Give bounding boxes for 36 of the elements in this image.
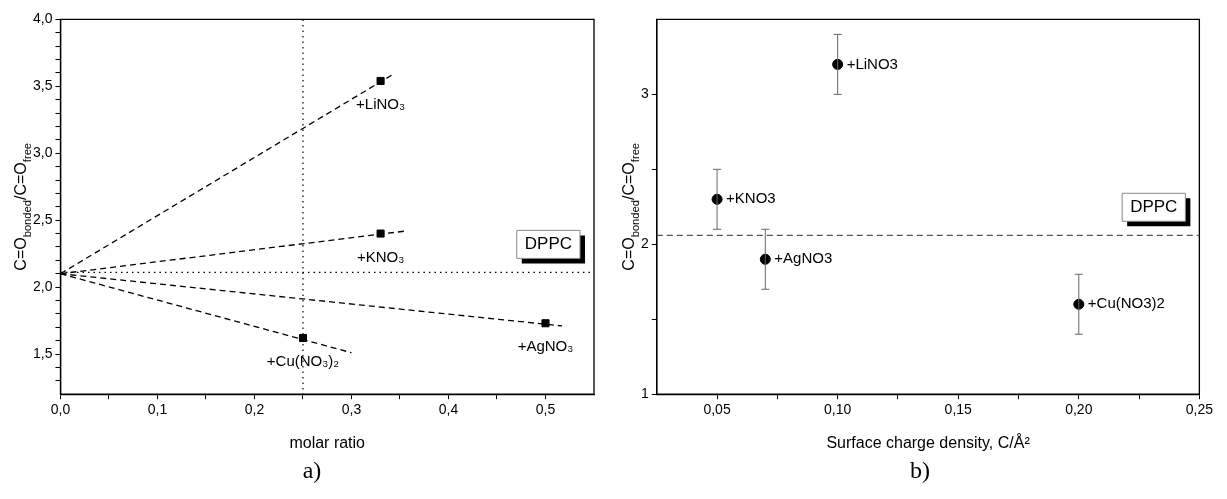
x-axis-title: Surface charge density, C/Å² xyxy=(826,432,1031,451)
y-tick-label: 4,0 xyxy=(32,10,53,27)
x-tick-label: 0,1 xyxy=(147,401,168,418)
x-tick-label: 0,0 xyxy=(50,401,71,418)
text: b) xyxy=(910,456,930,483)
annotation: +KNO₃ xyxy=(356,247,405,265)
annotation: DPPC xyxy=(524,234,572,254)
annotation: +LiNO3 xyxy=(846,54,898,72)
y-tick-label: 3,0 xyxy=(32,144,53,161)
y-tick-label: 1 xyxy=(640,385,649,402)
y-tick-label: 2,0 xyxy=(32,277,53,294)
annotation: +AgNO3 xyxy=(774,249,833,267)
annotation: DPPC xyxy=(1130,196,1178,216)
x-tick-label: 0,2 xyxy=(244,401,265,418)
x-tick-label: 0,4 xyxy=(438,401,459,418)
y-tick-label: 2,5 xyxy=(32,211,53,228)
y-tick-label: 3,5 xyxy=(32,77,53,94)
y-tick-label: 2 xyxy=(640,235,649,252)
annotation: +AgNO₃ xyxy=(517,337,574,355)
y-axis-title: C=Obonded/C=Ofree xyxy=(12,142,33,271)
x-tick-label: 0,3 xyxy=(341,401,362,418)
x-tick-label: 0,15 xyxy=(944,401,973,418)
x-tick-label: 0,20 xyxy=(1065,401,1093,418)
x-tick-label: 0,10 xyxy=(824,401,852,418)
annotation: +KNO3 xyxy=(726,189,776,207)
annotation: +LiNO₃ xyxy=(356,95,406,113)
annotation: +Cu(NO₃)₂ xyxy=(266,352,340,370)
y-tick-label: 3 xyxy=(640,85,649,102)
annotation: +Cu(NO3)2 xyxy=(1087,294,1165,312)
y-axis-title: C=Obonded/C=Ofree xyxy=(620,142,641,271)
x-tick-label: 0,5 xyxy=(535,401,556,418)
x-tick-label: 0,05 xyxy=(703,401,731,418)
text: a) xyxy=(302,456,322,483)
y-tick-label: 1,5 xyxy=(32,344,53,361)
x-axis-title: molar ratio xyxy=(289,433,366,451)
x-tick-label: 0,25 xyxy=(1185,401,1214,418)
